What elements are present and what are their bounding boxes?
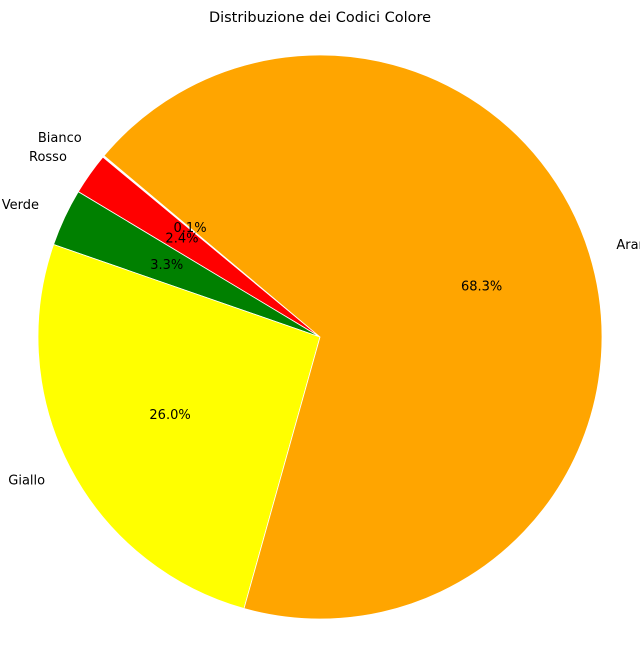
pie-slice-giallo — [37, 244, 321, 610]
slice-label-verde: Verde — [2, 198, 39, 213]
pie-slices — [37, 54, 603, 620]
chart-title: Distribuzione dei Codici Colore — [209, 10, 431, 26]
slice-label-arancione: Arancione — [616, 238, 640, 253]
pie-slice-arancione — [103, 54, 603, 620]
slice-label-giallo: Giallo — [8, 473, 45, 488]
pct-label-arancione: 68.3% — [461, 280, 502, 295]
pct-label-giallo: 26.0% — [149, 408, 190, 423]
slice-label-bianco: Bianco — [38, 131, 82, 146]
slice-label-rosso: Rosso — [29, 150, 67, 165]
pct-label-verde: 3.3% — [150, 258, 183, 273]
pct-label-rosso: 2.4% — [165, 232, 198, 247]
pie-labels: Bianco 0.1% Rosso 2.4% Verde 3.3% Giallo 26.0% A… — [2, 131, 640, 488]
pct-label-bianco: 0.1% — [174, 221, 207, 236]
